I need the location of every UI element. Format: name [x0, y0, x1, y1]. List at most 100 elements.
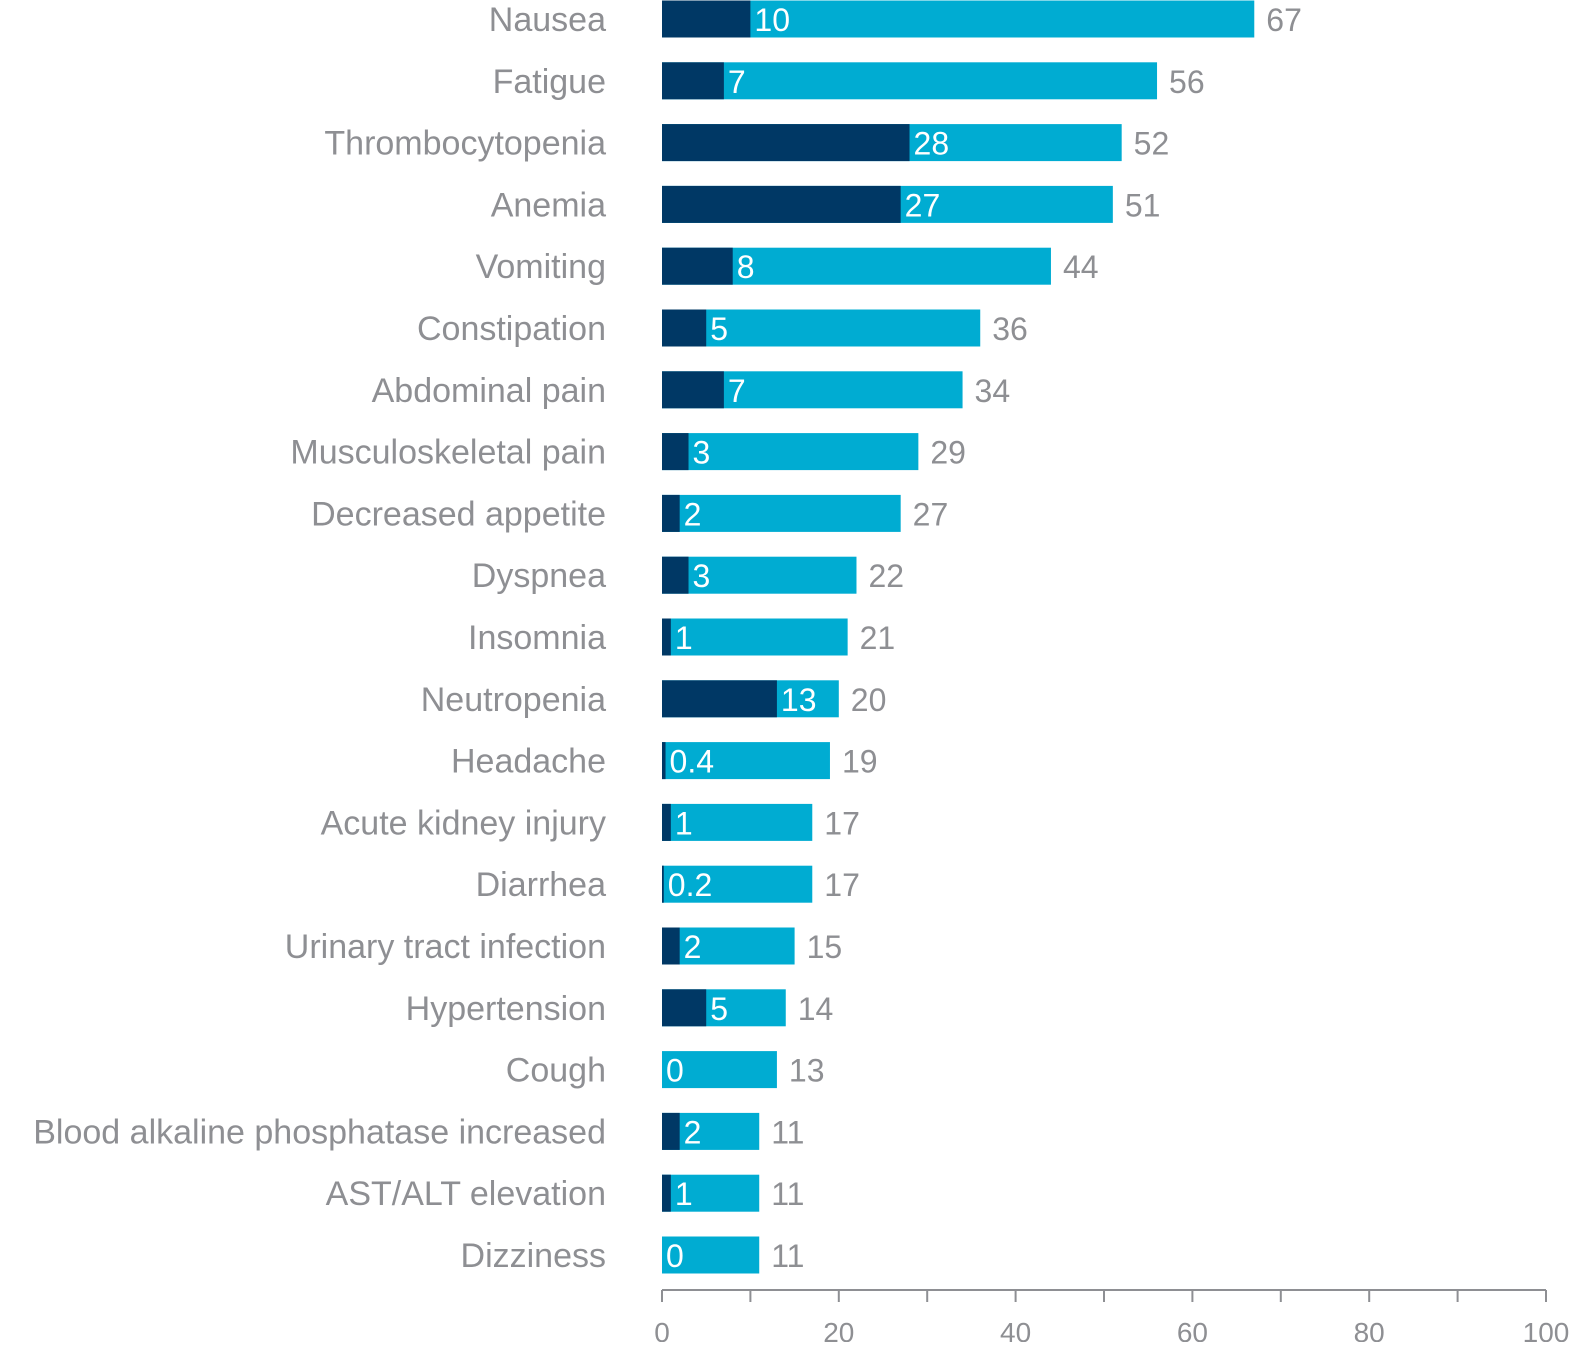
x-axis: 0 20 40 60 80 100 — [654, 1289, 1570, 1347]
x-tick-label: 20 — [823, 1317, 854, 1342]
grade3-value-label-musculoskeletal-pain: 3 — [693, 435, 711, 471]
grade3-value-label-dizziness: 0 — [666, 1238, 684, 1274]
bar-grade3-decreased-appetite — [662, 494, 680, 532]
grade3-value-label-blood-alkaline-phosphatase-increased: 2 — [684, 1114, 702, 1150]
category-label-constipation: Constipation — [417, 310, 606, 348]
category-label-dyspnea: Dyspnea — [472, 557, 606, 595]
bar-any-grade-nausea — [662, 0, 1255, 38]
category-label-nausea: Nausea — [489, 1, 606, 39]
bar-any-grade-urinary-tract-infection — [662, 927, 795, 965]
bar-grade3-diarrhea — [662, 865, 664, 903]
bar-grade3-neutropenia — [662, 680, 777, 718]
x-tick-label: 100 — [1523, 1317, 1570, 1342]
total-value-label-blood-alkaline-phosphatase-increased: 11 — [771, 1114, 804, 1150]
category-label-musculoskeletal-pain: Musculoskeletal pain — [290, 434, 606, 472]
bar-grade3-thrombocytopenia — [662, 124, 910, 162]
bar-any-grade-musculoskeletal-pain — [662, 433, 919, 471]
bar-grade3-anemia — [662, 185, 901, 223]
grade3-value-label-thrombocytopenia: 28 — [914, 126, 950, 162]
category-label-dizziness: Dizziness — [461, 1237, 606, 1275]
total-value-label-diarrhea: 17 — [824, 867, 860, 903]
bar-any-grade-ast-alt-elevation — [662, 1174, 760, 1212]
x-tick-label: 80 — [1354, 1317, 1385, 1342]
bar-grade3-hypertension — [662, 989, 707, 1027]
category-label-neutropenia: Neutropenia — [421, 681, 606, 719]
bar-any-grade-headache — [662, 742, 830, 780]
grade3-value-label-anemia: 27 — [905, 187, 941, 223]
bar-any-grade-decreased-appetite — [662, 494, 901, 532]
total-value-label-decreased-appetite: 27 — [913, 496, 949, 532]
bar-any-grade-diarrhea — [662, 865, 813, 903]
bar-any-grade-insomnia — [662, 618, 848, 656]
bar-grade3-insomnia — [662, 618, 671, 656]
bar-grade3-nausea — [662, 0, 751, 38]
grade3-value-label-neutropenia: 13 — [781, 682, 817, 718]
bar-any-grade-dizziness — [662, 1236, 760, 1274]
x-tick-label: 40 — [1000, 1317, 1031, 1342]
grade3-value-label-nausea: 10 — [754, 2, 790, 38]
bar-any-grade-dyspnea — [662, 556, 857, 594]
grade3-value-label-ast-alt-elevation: 1 — [675, 1176, 693, 1212]
total-value-label-headache: 19 — [842, 744, 878, 780]
grade3-value-label-diarrhea: 0.2 — [668, 867, 712, 903]
total-value-label-vomiting: 44 — [1063, 249, 1099, 285]
total-value-label-ast-alt-elevation: 11 — [771, 1176, 804, 1212]
total-value-label-insomnia: 21 — [860, 620, 896, 656]
bar-grade3-acute-kidney-injury — [662, 803, 671, 841]
category-label-fatigue: Fatigue — [493, 63, 606, 101]
total-value-label-abdominal-pain: 34 — [975, 373, 1011, 409]
total-value-label-urinary-tract-infection: 15 — [807, 929, 843, 965]
grade3-value-label-insomnia: 1 — [675, 620, 693, 656]
total-value-label-musculoskeletal-pain: 29 — [930, 435, 966, 471]
total-value-label-fatigue: 56 — [1169, 64, 1205, 100]
category-label-thrombocytopenia: Thrombocytopenia — [324, 125, 606, 163]
category-label-anemia: Anemia — [491, 186, 606, 224]
total-value-label-dyspnea: 22 — [868, 558, 904, 594]
total-value-label-acute-kidney-injury: 17 — [824, 805, 860, 841]
grade3-value-label-vomiting: 8 — [737, 249, 755, 285]
grade3-value-label-abdominal-pain: 7 — [728, 373, 746, 409]
bar-grade3-headache — [662, 742, 666, 780]
category-label-hypertension: Hypertension — [406, 990, 606, 1028]
total-value-label-thrombocytopenia: 52 — [1134, 126, 1170, 162]
bar-grade3-fatigue — [662, 62, 724, 100]
grade3-value-label-constipation: 5 — [710, 311, 728, 347]
grade3-value-label-decreased-appetite: 2 — [684, 496, 702, 532]
category-label-abdominal-pain: Abdominal pain — [372, 372, 606, 410]
bar-grade3-blood-alkaline-phosphatase-increased — [662, 1112, 680, 1150]
bar-any-grade-acute-kidney-injury — [662, 803, 813, 841]
grade3-value-label-dyspnea: 3 — [693, 558, 711, 594]
category-label-cough: Cough — [506, 1052, 606, 1090]
category-label-diarrhea: Diarrhea — [476, 866, 606, 904]
category-label-vomiting: Vomiting — [476, 248, 606, 286]
bar-any-grade-fatigue — [662, 62, 1158, 100]
total-value-label-cough: 13 — [789, 1053, 825, 1089]
category-label-insomnia: Insomnia — [468, 619, 606, 657]
category-label-decreased-appetite: Decreased appetite — [311, 495, 606, 533]
bar-any-grade-cough — [662, 1051, 777, 1089]
grade3-value-label-urinary-tract-infection: 2 — [684, 929, 702, 965]
total-value-label-neutropenia: 20 — [851, 682, 887, 718]
bar-grade3-urinary-tract-infection — [662, 927, 680, 965]
grade3-value-label-fatigue: 7 — [728, 64, 746, 100]
grade3-value-label-acute-kidney-injury: 1 — [675, 805, 693, 841]
bar-grade3-abdominal-pain — [662, 371, 724, 409]
category-label-urinary-tract-infection: Urinary tract infection — [285, 928, 606, 966]
x-tick-label: 0 — [654, 1317, 670, 1342]
grade3-value-label-cough: 0 — [666, 1053, 684, 1089]
total-value-label-hypertension: 14 — [798, 991, 834, 1027]
grade3-value-label-headache: 0.4 — [670, 744, 714, 780]
category-label-acute-kidney-injury: Acute kidney injury — [321, 804, 606, 842]
bar-grade3-constipation — [662, 309, 707, 347]
total-value-label-anemia: 51 — [1125, 187, 1161, 223]
x-tick-label: 60 — [1177, 1317, 1208, 1342]
bar-grade3-ast-alt-elevation — [662, 1174, 671, 1212]
total-value-label-nausea: 67 — [1266, 2, 1302, 38]
grade3-value-label-hypertension: 5 — [710, 991, 728, 1027]
category-label-blood-alkaline-phosphatase-increased: Blood alkaline phosphatase increased — [33, 1113, 606, 1151]
category-label-headache: Headache — [451, 743, 606, 781]
bar-grade3-vomiting — [662, 247, 733, 285]
